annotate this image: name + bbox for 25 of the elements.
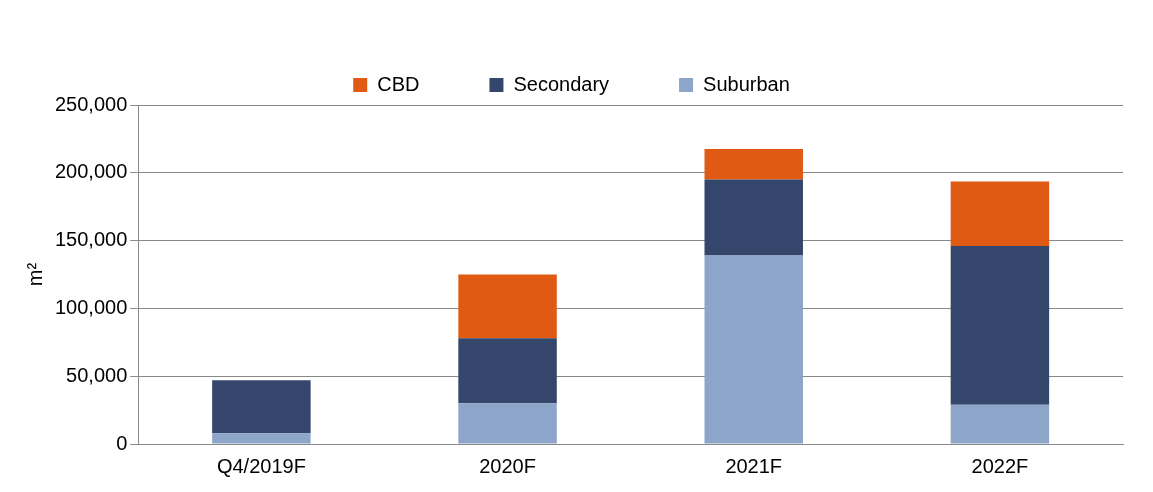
y-tick-label: 200,000: [55, 160, 128, 183]
y-tick-label: 250,000: [55, 92, 128, 115]
bar: [950, 246, 1050, 405]
bar: [212, 433, 311, 444]
bar: [950, 181, 1050, 247]
bar: [704, 149, 803, 180]
y-tick-label: 100,000: [55, 295, 128, 318]
bar: [704, 255, 803, 444]
bar: [458, 403, 557, 444]
legend-label: Suburban: [703, 72, 790, 95]
bar: [458, 338, 557, 404]
legend-label: Secondary: [513, 72, 610, 95]
bar: [950, 404, 1050, 444]
x-tick-label: Q4/2019F: [216, 454, 306, 477]
x-tick-label: 2022F: [971, 454, 1029, 477]
y-axis-title: m²: [23, 262, 46, 287]
x-tick-label: 2020F: [479, 454, 536, 477]
bar: [212, 380, 311, 434]
y-tick-label: 0: [116, 431, 128, 454]
y-tick-label: 50,000: [66, 363, 128, 386]
legend-label: CBD: [377, 72, 420, 95]
y-tick-label: 150,000: [55, 228, 128, 251]
bar: [704, 179, 803, 256]
x-tick-label: 2021F: [725, 454, 783, 477]
bar: [458, 274, 557, 339]
